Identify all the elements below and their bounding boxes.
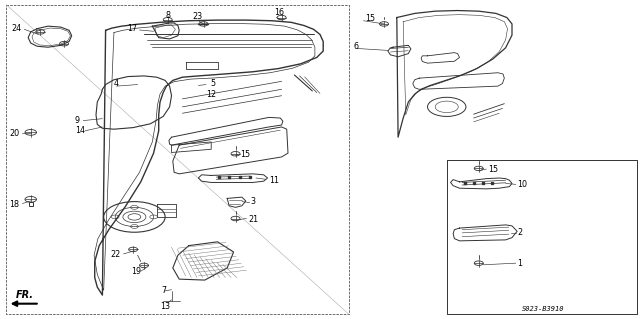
Text: 4: 4	[114, 79, 119, 88]
Text: 3: 3	[251, 197, 256, 206]
Text: 9: 9	[75, 116, 80, 125]
Text: 7: 7	[161, 286, 166, 295]
Text: 24: 24	[11, 24, 21, 33]
Text: 19: 19	[131, 267, 141, 276]
Text: 6: 6	[353, 42, 358, 51]
Text: 15: 15	[240, 150, 250, 159]
Text: 17: 17	[127, 24, 137, 33]
Text: 13: 13	[160, 302, 170, 311]
Text: 10: 10	[517, 180, 527, 189]
Text: S023-B3910: S023-B3910	[522, 306, 564, 312]
Text: 16: 16	[274, 8, 284, 17]
Text: 5: 5	[210, 79, 215, 88]
Text: 23: 23	[192, 12, 202, 21]
Text: 22: 22	[111, 250, 121, 259]
Text: 15: 15	[365, 14, 375, 23]
Text: FR.: FR.	[15, 290, 33, 300]
Text: 12: 12	[206, 90, 216, 99]
Text: 2: 2	[517, 228, 522, 237]
Text: 14: 14	[75, 126, 85, 135]
Text: 15: 15	[488, 165, 498, 174]
Text: 21: 21	[248, 215, 259, 224]
Text: 18: 18	[10, 200, 20, 209]
Text: 8: 8	[165, 11, 170, 20]
Text: 1: 1	[517, 259, 522, 268]
Text: 11: 11	[269, 176, 279, 185]
Text: 20: 20	[10, 129, 20, 138]
